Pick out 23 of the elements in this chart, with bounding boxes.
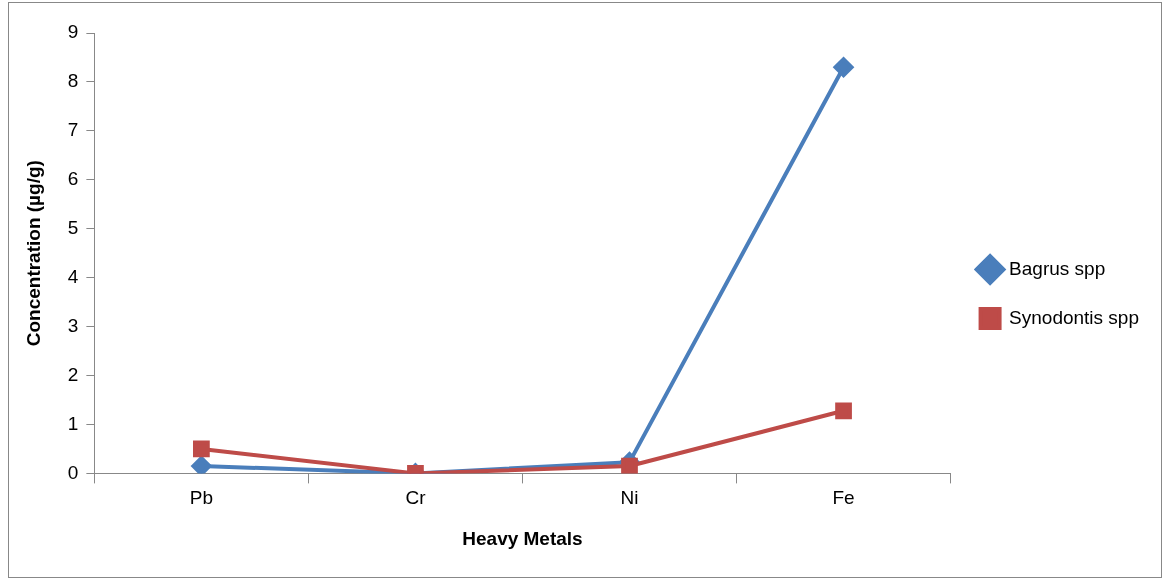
y-tick-label: 0 xyxy=(67,461,79,483)
x-tick-label: Cr xyxy=(405,487,427,509)
y-tick-label: 4 xyxy=(67,265,79,287)
y-tick-label: 1 xyxy=(67,412,79,434)
point xyxy=(191,456,212,474)
y-axis-title: Concentration (µg/g) xyxy=(22,160,44,347)
y-tick-label: 9 xyxy=(67,21,79,43)
y-tick-label: 7 xyxy=(67,119,79,141)
y-tick-label: 8 xyxy=(67,70,79,92)
x-tick-label: Ni xyxy=(620,487,639,509)
legend-label: Bagrus spp xyxy=(1009,257,1106,279)
x-tick-label: Pb xyxy=(189,487,214,509)
point xyxy=(621,457,638,474)
y-tick-label: 2 xyxy=(67,363,79,385)
point xyxy=(835,402,852,420)
x-axis-title: Heavy Metals xyxy=(462,527,583,549)
legend-label: Synodontis spp xyxy=(1009,306,1139,328)
y-tick-label: 3 xyxy=(67,314,79,336)
y-tick-label: 5 xyxy=(67,216,79,238)
x-tick-label: Fe xyxy=(832,487,855,509)
point xyxy=(833,57,854,78)
y-tick-label: 6 xyxy=(67,168,79,190)
point xyxy=(193,440,210,458)
